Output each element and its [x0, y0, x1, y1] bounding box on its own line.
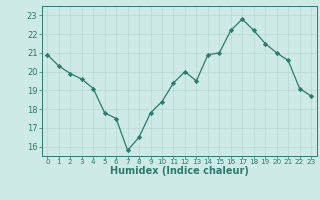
X-axis label: Humidex (Indice chaleur): Humidex (Indice chaleur): [110, 166, 249, 176]
